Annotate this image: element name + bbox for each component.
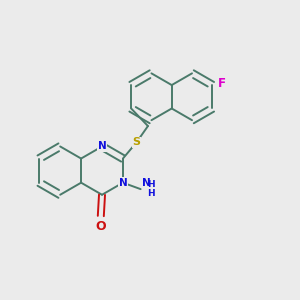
Text: S: S (133, 137, 141, 147)
Text: O: O (95, 220, 106, 232)
Text: N: N (98, 142, 106, 152)
Text: F: F (218, 77, 226, 90)
Text: H: H (147, 180, 155, 189)
Text: N: N (118, 178, 127, 188)
Text: H: H (147, 189, 155, 198)
Text: N: N (142, 178, 150, 188)
